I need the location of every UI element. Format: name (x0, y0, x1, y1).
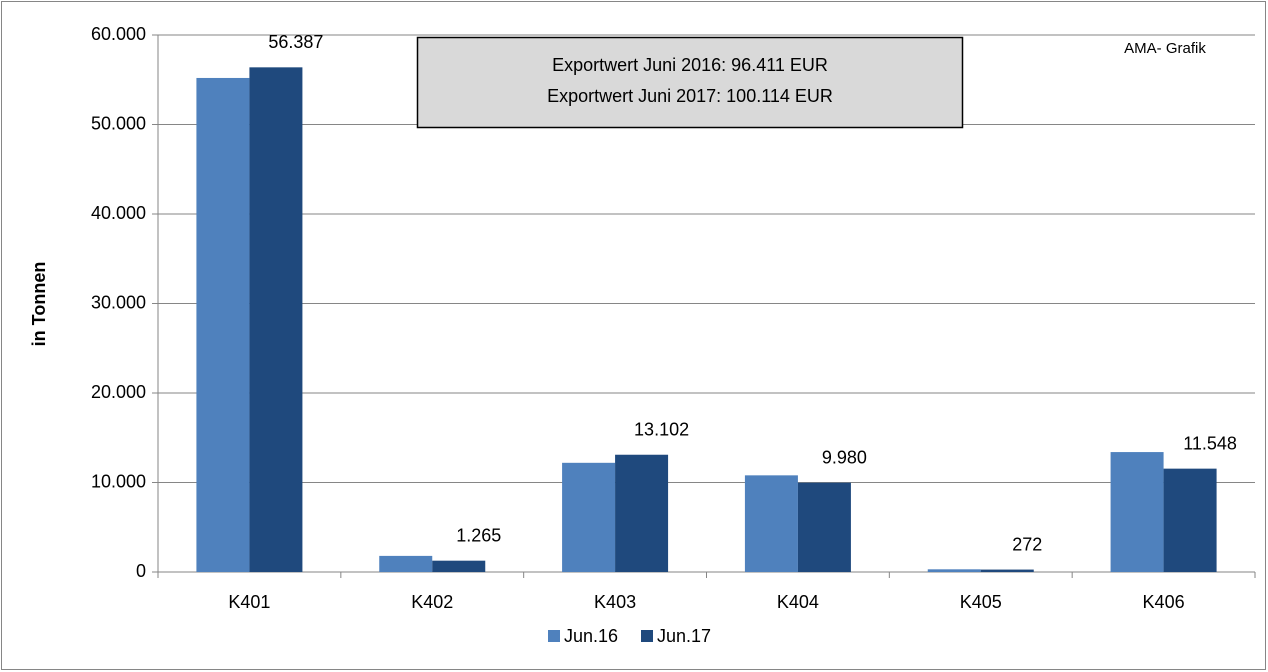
data-label: 1.265 (456, 525, 501, 545)
bar (562, 462, 616, 572)
y-tick-label: 60.000 (91, 24, 146, 44)
y-tick-label: 10.000 (91, 471, 146, 491)
legend-swatch (548, 630, 560, 642)
data-label: 272 (1012, 534, 1042, 554)
bar (379, 555, 433, 572)
bar (432, 560, 486, 572)
y-tick-label: 20.000 (91, 382, 146, 402)
legend-label: Jun.17 (657, 626, 711, 646)
bar (1163, 468, 1217, 572)
data-label: 11.548 (1183, 433, 1237, 453)
data-label: 13.102 (634, 419, 689, 439)
y-tick-label: 0 (136, 561, 146, 581)
annotation-box (416, 36, 964, 129)
annotation: Exportwert Juni 2016: 96.411 EUR (552, 55, 828, 75)
bar (980, 569, 1034, 572)
bar (797, 482, 851, 572)
x-tick-label: K405 (960, 592, 1002, 612)
y-tick-label: 50.000 (91, 113, 146, 133)
x-tick-label: K403 (594, 592, 636, 612)
bar (196, 77, 250, 573)
bar (744, 475, 798, 572)
bar (615, 454, 669, 572)
bar (1110, 452, 1164, 572)
data-label: 56.387 (268, 32, 323, 52)
y-tick-label: 30.000 (91, 292, 146, 312)
x-tick-label: K401 (228, 592, 270, 612)
x-tick-label: K406 (1143, 592, 1185, 612)
annotation: Exportwert Juni 2017: 100.114 EUR (547, 86, 833, 106)
y-tick-label: 40.000 (91, 203, 146, 223)
x-tick-label: K402 (411, 592, 453, 612)
x-tick-label: K404 (777, 592, 819, 612)
annotation: AMA- Grafik (1124, 40, 1206, 57)
bar (249, 67, 303, 572)
y-axis-label: in Tonnen (29, 262, 49, 347)
legend-swatch (641, 630, 653, 642)
data-label: 9.980 (822, 447, 867, 467)
legend-label: Jun.16 (564, 626, 618, 646)
bar (927, 569, 981, 572)
